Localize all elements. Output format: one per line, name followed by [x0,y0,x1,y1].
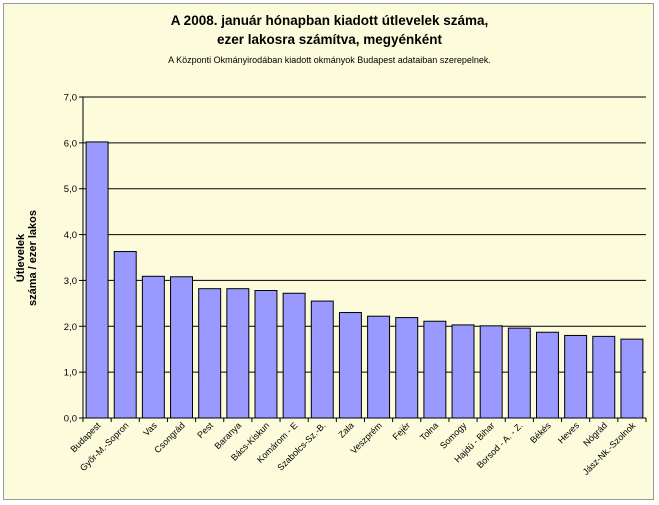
y-tick-label: 0,0 [64,414,77,425]
bar-17 [564,334,588,419]
bar-0 [85,141,109,419]
bar-12 [423,320,447,419]
x-tick-label: Békés [528,420,553,445]
chart-subtitle: A Központi Okmányirodában kiadott okmány… [168,55,491,65]
bar-3 [170,276,194,419]
x-tick-label: Pest [195,420,215,440]
bar-1 [113,251,137,419]
bar-16 [535,331,559,419]
bar-11 [395,317,419,419]
y-tick-label: 5,0 [64,184,77,195]
x-tick-label: Zala [336,420,355,439]
plot-area [83,97,646,418]
y-tick-label: 7,0 [64,93,77,104]
x-tick-label: Csongrád [152,420,187,455]
y-tick-label: 4,0 [64,230,77,241]
y-tick-label: 3,0 [64,276,77,287]
bar-4 [198,288,222,419]
chart-title: A 2008. január hónapban kiadott útlevele… [170,13,489,28]
x-tick-label: Tolna [418,420,440,442]
x-tick-label: Győr-M.-Sopron [78,420,131,473]
bar-15 [507,327,531,419]
x-tick-label: Heves [556,420,581,445]
y-tick-label: 1,0 [64,368,77,379]
bar-9 [338,312,362,419]
x-tick-label: Vas [141,420,159,438]
y-tick-label: 2,0 [64,322,77,333]
chart-title-line2: ezer lakosra számítva, megyénként [216,32,443,47]
bar-19 [620,338,644,419]
y-tick-label: 6,0 [64,138,77,149]
x-tick-label: Fejér [391,420,413,442]
bar-2 [141,275,165,419]
x-tick-label: Nógrád [581,420,609,448]
bar-5 [226,288,250,419]
bar-13 [451,324,475,419]
x-tick-label: Jász-Nk.-Szolnok [581,420,638,477]
bar-7 [282,292,306,419]
bar-14 [479,325,503,419]
x-tick-label: Szabolcs-Sz.-B. [275,420,327,472]
bar-10 [367,315,391,419]
bar-6 [254,290,278,419]
bar-8 [310,300,334,419]
bar-18 [592,335,616,419]
